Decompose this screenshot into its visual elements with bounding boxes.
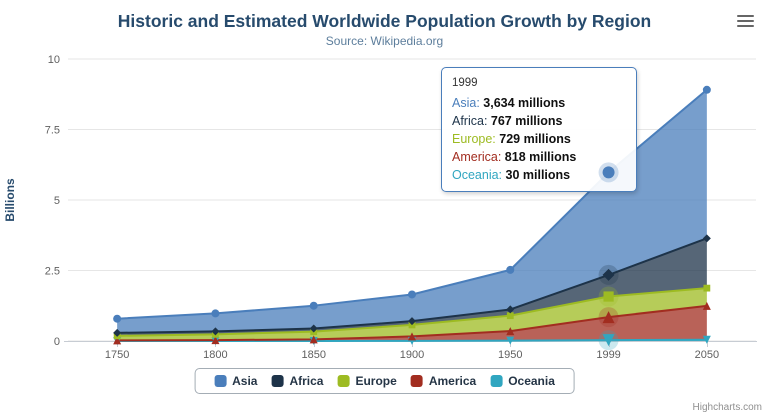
tooltip-row: Africa: 767 millions	[452, 112, 624, 130]
chart-title: Historic and Estimated Worldwide Populat…	[117, 11, 652, 31]
point-asia-1950[interactable]	[506, 265, 515, 274]
x-axis-label: 1900	[400, 349, 424, 361]
x-axis-label: 1999	[596, 349, 620, 361]
point-america-1900[interactable]	[408, 332, 416, 341]
legend-swatch-europe	[337, 375, 350, 387]
legend-swatch-america	[410, 375, 423, 387]
point-africa-1900[interactable]	[408, 317, 416, 326]
point-asia-1750[interactable]	[113, 314, 122, 323]
point-europe-1950[interactable]	[506, 312, 514, 320]
point-asia-2050[interactable]	[702, 85, 711, 94]
point-africa-2050[interactable]	[702, 234, 711, 243]
legend-label: America	[428, 374, 477, 388]
x-axis-label: 1850	[301, 349, 325, 361]
legend-swatch-oceania	[490, 375, 503, 387]
point-oceania-1950[interactable]	[506, 336, 515, 345]
chart-subtitle: Source: Wikipedia.org	[325, 34, 444, 48]
x-axis-label: 2050	[695, 349, 719, 361]
y-axis-tick-label: 5	[54, 195, 60, 207]
legend-item-oceania[interactable]: Oceania	[490, 374, 555, 388]
point-america-2050[interactable]	[702, 301, 711, 310]
point-oceania-2050[interactable]	[702, 335, 711, 344]
point-africa-1850[interactable]	[309, 324, 318, 333]
x-axis-label: 1950	[498, 349, 522, 361]
legend-swatch-africa	[271, 375, 284, 387]
point-africa-1950[interactable]	[506, 305, 515, 314]
y-axis-tick-label: 0	[54, 336, 60, 348]
point-asia-1800[interactable]	[211, 309, 220, 318]
tooltip-header: 1999	[452, 77, 478, 89]
credits-link[interactable]: Highcharts.com	[692, 402, 762, 413]
area-series-africa[interactable]	[117, 238, 707, 336]
tooltip-series-name: Oceania:	[452, 168, 506, 182]
point-asia-1850[interactable]	[309, 301, 318, 310]
tooltip-series-value: 818 millions	[504, 150, 577, 164]
y-axis-title: Billions	[3, 178, 17, 222]
tooltip: 1999 Asia: 3,634 millions Africa: 767 mil…	[441, 67, 637, 192]
hamburger-menu-icon[interactable]	[735, 10, 756, 32]
tooltip-row: Europe: 729 millions	[452, 130, 624, 148]
legend-swatch-asia	[214, 375, 227, 387]
legend-item-america[interactable]: America	[410, 374, 477, 388]
y-axis-tick-label: 10	[48, 54, 60, 66]
point-europe-2050[interactable]	[703, 284, 711, 292]
legend-label: Oceania	[508, 374, 555, 388]
legend-label: Europe	[355, 374, 397, 388]
y-axis-tick-label: 7.5	[45, 125, 60, 137]
point-america-1950[interactable]	[506, 327, 515, 336]
tooltip-series-value: 767 millions	[490, 114, 563, 128]
tooltip-row: America: 818 millions	[452, 148, 624, 166]
tooltip-series-value: 3,634 millions	[483, 96, 566, 110]
legend-label: Asia	[232, 374, 258, 388]
tooltip-series-value: 30 millions	[505, 168, 571, 182]
point-africa-1800[interactable]	[211, 327, 220, 336]
point-asia-1900[interactable]	[408, 290, 416, 299]
area-series-asia[interactable]	[117, 89, 707, 333]
point-america-1750[interactable]	[113, 336, 122, 345]
legend-label: Africa	[289, 374, 324, 388]
y-axis-tick-label: 2.5	[45, 266, 60, 278]
tooltip-series-name: America:	[452, 150, 505, 164]
tooltip-series-name: Europe:	[452, 132, 500, 146]
tooltip-row: Oceania: 30 millions	[452, 166, 624, 184]
point-america-1850[interactable]	[309, 335, 318, 344]
tooltip-series-value: 729 millions	[499, 132, 571, 146]
legend-item-europe[interactable]: Europe	[337, 374, 397, 388]
legend: Asia Africa Europe America Oceania	[194, 368, 575, 394]
tooltip-series-name: Africa:	[452, 114, 491, 128]
x-axis-label: 1800	[203, 349, 227, 361]
point-america-1800[interactable]	[211, 336, 220, 345]
point-africa-1750[interactable]	[113, 328, 122, 337]
area-series-america[interactable]	[117, 305, 707, 341]
tooltip-row: Asia: 3,634 millions	[452, 94, 624, 112]
legend-item-asia[interactable]: Asia	[214, 374, 257, 388]
tooltip-series-name: Asia:	[452, 96, 484, 110]
legend-item-africa[interactable]: Africa	[271, 374, 323, 388]
x-axis-label: 1750	[105, 349, 129, 361]
